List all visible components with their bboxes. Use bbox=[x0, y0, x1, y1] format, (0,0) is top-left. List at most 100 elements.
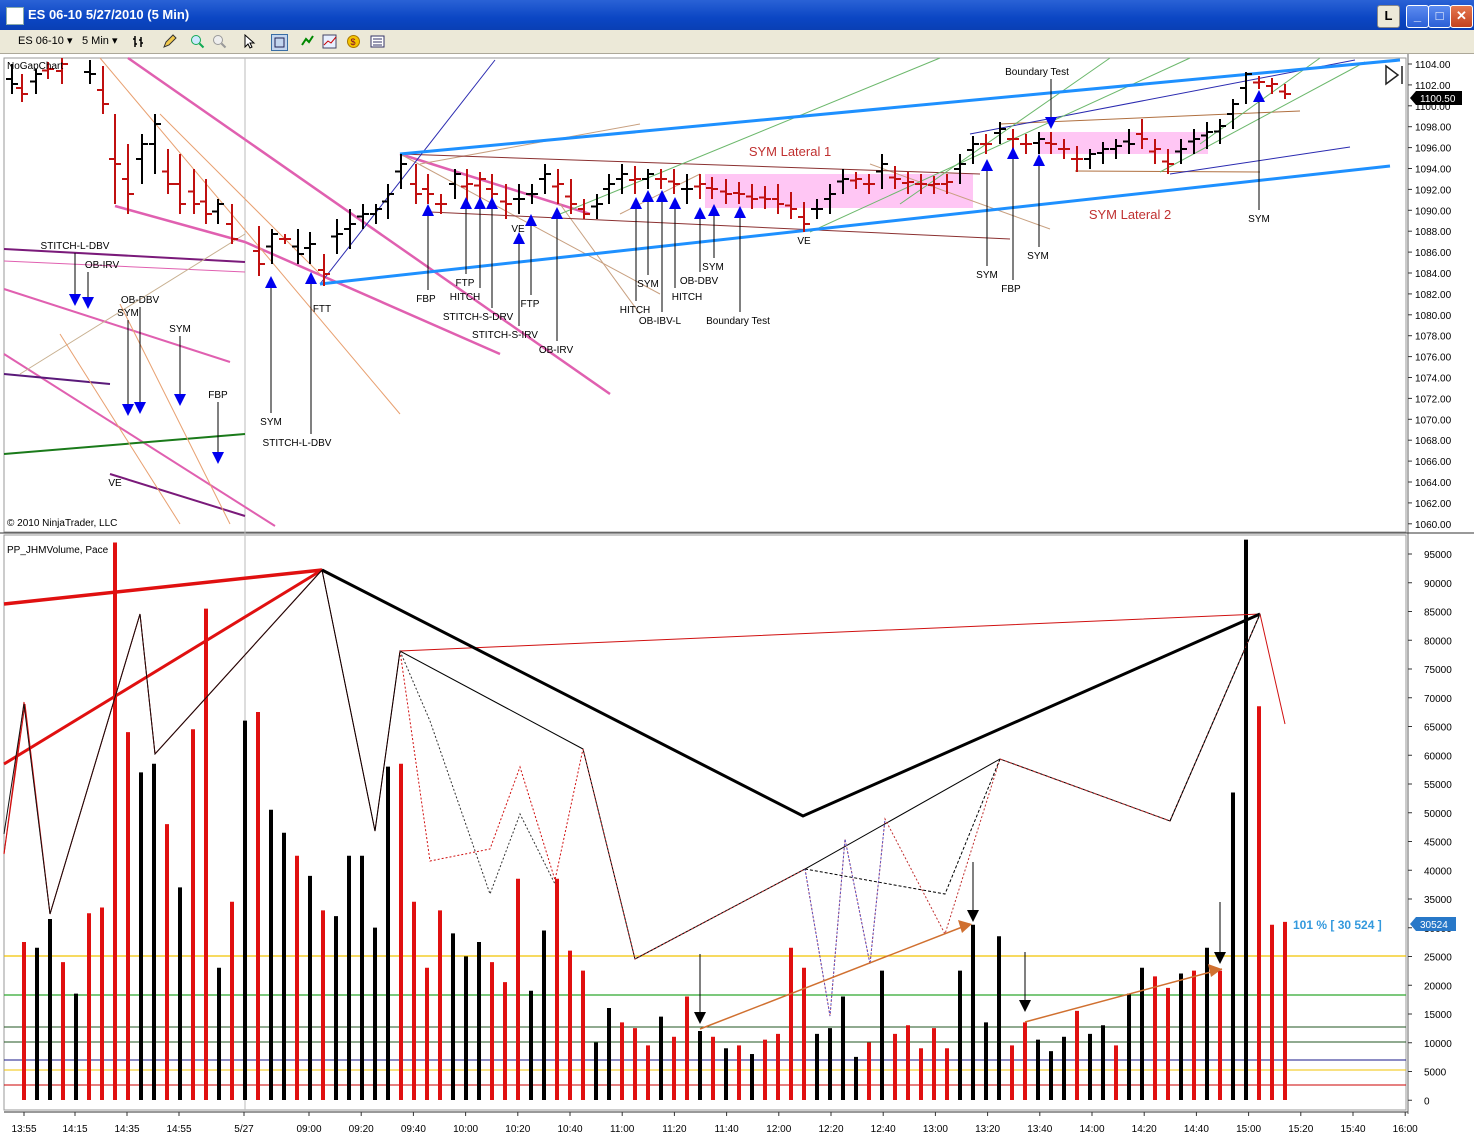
chart-scroll-end-icon[interactable] bbox=[1385, 64, 1403, 86]
data-box-icon[interactable]: $ bbox=[346, 34, 361, 49]
down-arrow-icon bbox=[1019, 1000, 1031, 1012]
price-tick-label: 1098.00 bbox=[1415, 123, 1452, 134]
time-tick-label: 11:20 bbox=[662, 1124, 687, 1135]
price-tick-label: 1074.00 bbox=[1415, 374, 1452, 385]
price-bar bbox=[591, 194, 603, 219]
volume-tick-label: 90000 bbox=[1424, 579, 1452, 590]
down-arrow-icon bbox=[174, 394, 186, 406]
price-tick-label: 1080.00 bbox=[1415, 311, 1452, 322]
interval-selector[interactable]: 5 Min ▾ bbox=[82, 33, 118, 50]
price-bar bbox=[410, 164, 422, 204]
price-bar bbox=[539, 164, 551, 194]
chevron-down-icon: ▾ bbox=[66, 35, 73, 47]
properties-icon[interactable] bbox=[271, 34, 288, 51]
volume-axis: 95000 90000 85000 80000 75000 70000 65000 60000… bbox=[1408, 550, 1452, 1107]
time-tick-label: 16:00 bbox=[1393, 1124, 1418, 1135]
price-bar bbox=[449, 169, 461, 199]
price-tick-label: 1072.00 bbox=[1415, 394, 1452, 405]
zoom-out-icon[interactable] bbox=[212, 34, 227, 49]
chart-trader-icon[interactable] bbox=[370, 34, 385, 49]
signal-label: STITCH-L-DBV bbox=[263, 438, 332, 449]
price-bar bbox=[1279, 84, 1291, 99]
time-tick-label: 14:20 bbox=[1132, 1124, 1157, 1135]
volume-level-lines bbox=[4, 955, 1406, 1086]
down-arrow-icon bbox=[122, 404, 134, 416]
price-bar bbox=[1253, 76, 1265, 89]
time-tick-label: 15:40 bbox=[1340, 1124, 1365, 1135]
link-button[interactable]: L bbox=[1377, 5, 1400, 28]
price-bar bbox=[889, 166, 901, 189]
time-tick-label: 14:00 bbox=[1079, 1124, 1104, 1135]
price-bar bbox=[292, 229, 304, 264]
price-bar bbox=[279, 234, 291, 244]
chart-canvas[interactable]: 1104.00 1102.00 1100.00 1098.00 1096.00 1094.… bbox=[0, 54, 1474, 1144]
up-arrow-icon bbox=[669, 197, 681, 209]
time-tick-label: 09:00 bbox=[296, 1124, 321, 1135]
copyright-text: © 2010 NinjaTrader, LLC bbox=[7, 518, 117, 529]
price-bar bbox=[174, 154, 186, 214]
bar-type-icon[interactable] bbox=[132, 34, 147, 49]
price-bar bbox=[578, 199, 590, 219]
volume-zigzags bbox=[3, 568, 1286, 1030]
volume-tick-label: 55000 bbox=[1424, 780, 1452, 791]
up-arrow-icon bbox=[474, 197, 486, 209]
zoom-in-icon[interactable] bbox=[190, 34, 205, 49]
signal-label: SYM bbox=[702, 262, 724, 273]
current-volume-marker: 30524 bbox=[1410, 917, 1456, 931]
drawing-pencil-icon[interactable] bbox=[162, 34, 177, 49]
minimize-button[interactable]: _ bbox=[1406, 5, 1429, 28]
price-panel-label: NoGapChart bbox=[7, 61, 63, 72]
up-arrow-icon bbox=[642, 190, 654, 202]
volume-tick-label: 45000 bbox=[1424, 838, 1452, 849]
fan-line bbox=[19, 233, 246, 375]
price-bar bbox=[655, 169, 667, 189]
up-arrow-icon bbox=[1007, 147, 1019, 159]
price-bar bbox=[1071, 146, 1083, 172]
indicator-icon[interactable] bbox=[322, 34, 337, 49]
volume-bars bbox=[22, 539, 1287, 1100]
sym-lateral-1-zone bbox=[705, 174, 973, 208]
signal-label: FTP bbox=[456, 278, 475, 289]
time-tick-label: 09:20 bbox=[349, 1124, 374, 1135]
price-tick-label: 1086.00 bbox=[1415, 248, 1452, 259]
maximize-button[interactable]: □ bbox=[1428, 5, 1451, 28]
volume-tick-label: 35000 bbox=[1424, 895, 1452, 906]
signal-label: FBP bbox=[1001, 284, 1021, 295]
signal-label: HITCH bbox=[450, 292, 481, 303]
volume-panel[interactable] bbox=[3, 534, 1407, 1111]
signal-label: SYM bbox=[1027, 251, 1049, 262]
current-volume-value: 30524 bbox=[1420, 920, 1448, 931]
down-arrow-icon bbox=[82, 297, 94, 309]
price-bar bbox=[422, 174, 434, 204]
strategy-icon[interactable] bbox=[300, 34, 315, 49]
price-bar bbox=[668, 169, 680, 194]
fan-line bbox=[869, 163, 1051, 230]
instrument-selector[interactable]: ES 06-10 ▾ bbox=[18, 33, 72, 50]
signal-label: SYM bbox=[976, 270, 998, 281]
time-tick-label: 10:00 bbox=[453, 1124, 478, 1135]
fan-line bbox=[559, 57, 941, 215]
signal-label: SYM bbox=[260, 417, 282, 428]
up-arrow-icon bbox=[708, 204, 720, 216]
up-arrow-icon bbox=[525, 214, 537, 226]
price-bar bbox=[980, 134, 992, 154]
price-panel[interactable] bbox=[3, 57, 1407, 533]
price-tick-label: 1084.00 bbox=[1415, 269, 1452, 280]
price-tick-label: 1094.00 bbox=[1415, 165, 1452, 176]
signal-label: STITCH-S-IRV bbox=[472, 330, 538, 341]
price-bar bbox=[226, 204, 238, 244]
trendline bbox=[3, 373, 111, 385]
signal-label: SYM bbox=[117, 308, 139, 319]
price-bar bbox=[1227, 99, 1239, 129]
time-tick-label: 10:40 bbox=[557, 1124, 582, 1135]
pointer-icon[interactable] bbox=[242, 33, 257, 49]
price-tick-label: 1070.00 bbox=[1415, 415, 1452, 426]
signal-label: SYM bbox=[1248, 214, 1270, 225]
up-arrow-icon bbox=[656, 190, 668, 202]
price-bar bbox=[694, 174, 706, 199]
chart-area[interactable]: 1104.00 1102.00 1100.00 1098.00 1096.00 1094.… bbox=[0, 54, 1474, 1144]
close-button[interactable]: ✕ bbox=[1450, 5, 1473, 28]
time-tick-label: 5/27 bbox=[234, 1124, 254, 1135]
price-bar bbox=[212, 199, 224, 224]
volume-tick-label: 20000 bbox=[1424, 981, 1452, 992]
